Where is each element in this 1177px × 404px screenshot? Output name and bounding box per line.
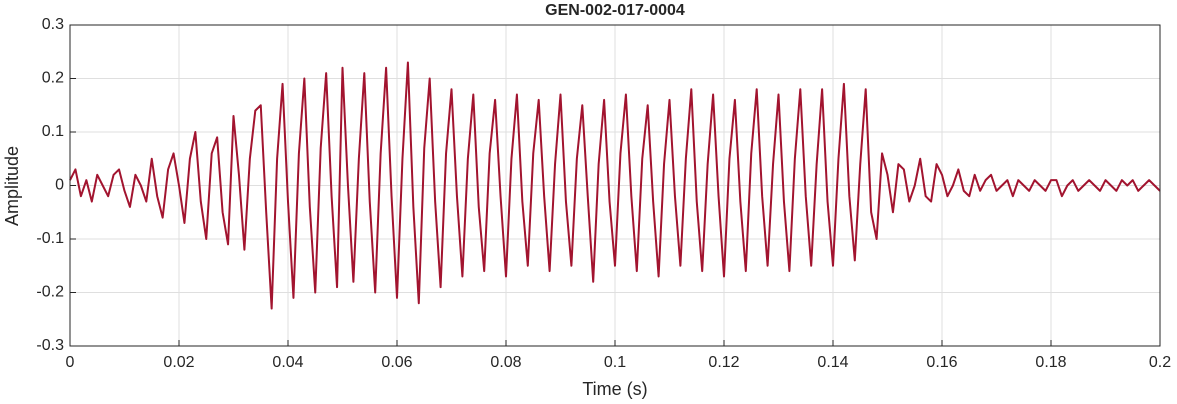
x-tick-label: 0.02 bbox=[163, 354, 194, 371]
x-tick-label: 0.1 bbox=[604, 354, 626, 371]
y-tick-label: 0.2 bbox=[42, 70, 64, 87]
x-tick-label: 0 bbox=[66, 354, 75, 371]
x-tick-label: 0.08 bbox=[490, 354, 521, 371]
x-tick-label: 0.14 bbox=[817, 354, 848, 371]
x-tick-label: 0.12 bbox=[708, 354, 739, 371]
x-tick-label: 0.2 bbox=[1149, 354, 1171, 371]
y-tick-label: 0 bbox=[55, 177, 64, 194]
plot-frame bbox=[69, 24, 1161, 347]
y-tick-label: 0.3 bbox=[42, 16, 64, 33]
x-tick-label: 0.06 bbox=[381, 354, 412, 371]
y-axis-label: Amplitude bbox=[2, 146, 22, 226]
x-tick-label: 0.16 bbox=[926, 354, 957, 371]
y-tick-label: -0.2 bbox=[36, 284, 64, 301]
chart-title: GEN-002-017-0004 bbox=[545, 2, 685, 19]
x-tick-label: 0.18 bbox=[1035, 354, 1066, 371]
y-tick-label: -0.3 bbox=[36, 337, 64, 354]
waveform-line bbox=[69, 61, 1161, 310]
y-tick-label: 0.1 bbox=[42, 123, 64, 140]
x-axis-label: Time (s) bbox=[582, 379, 647, 399]
x-tick-label: 0.04 bbox=[272, 354, 303, 371]
y-tick-label: -0.1 bbox=[36, 230, 64, 247]
